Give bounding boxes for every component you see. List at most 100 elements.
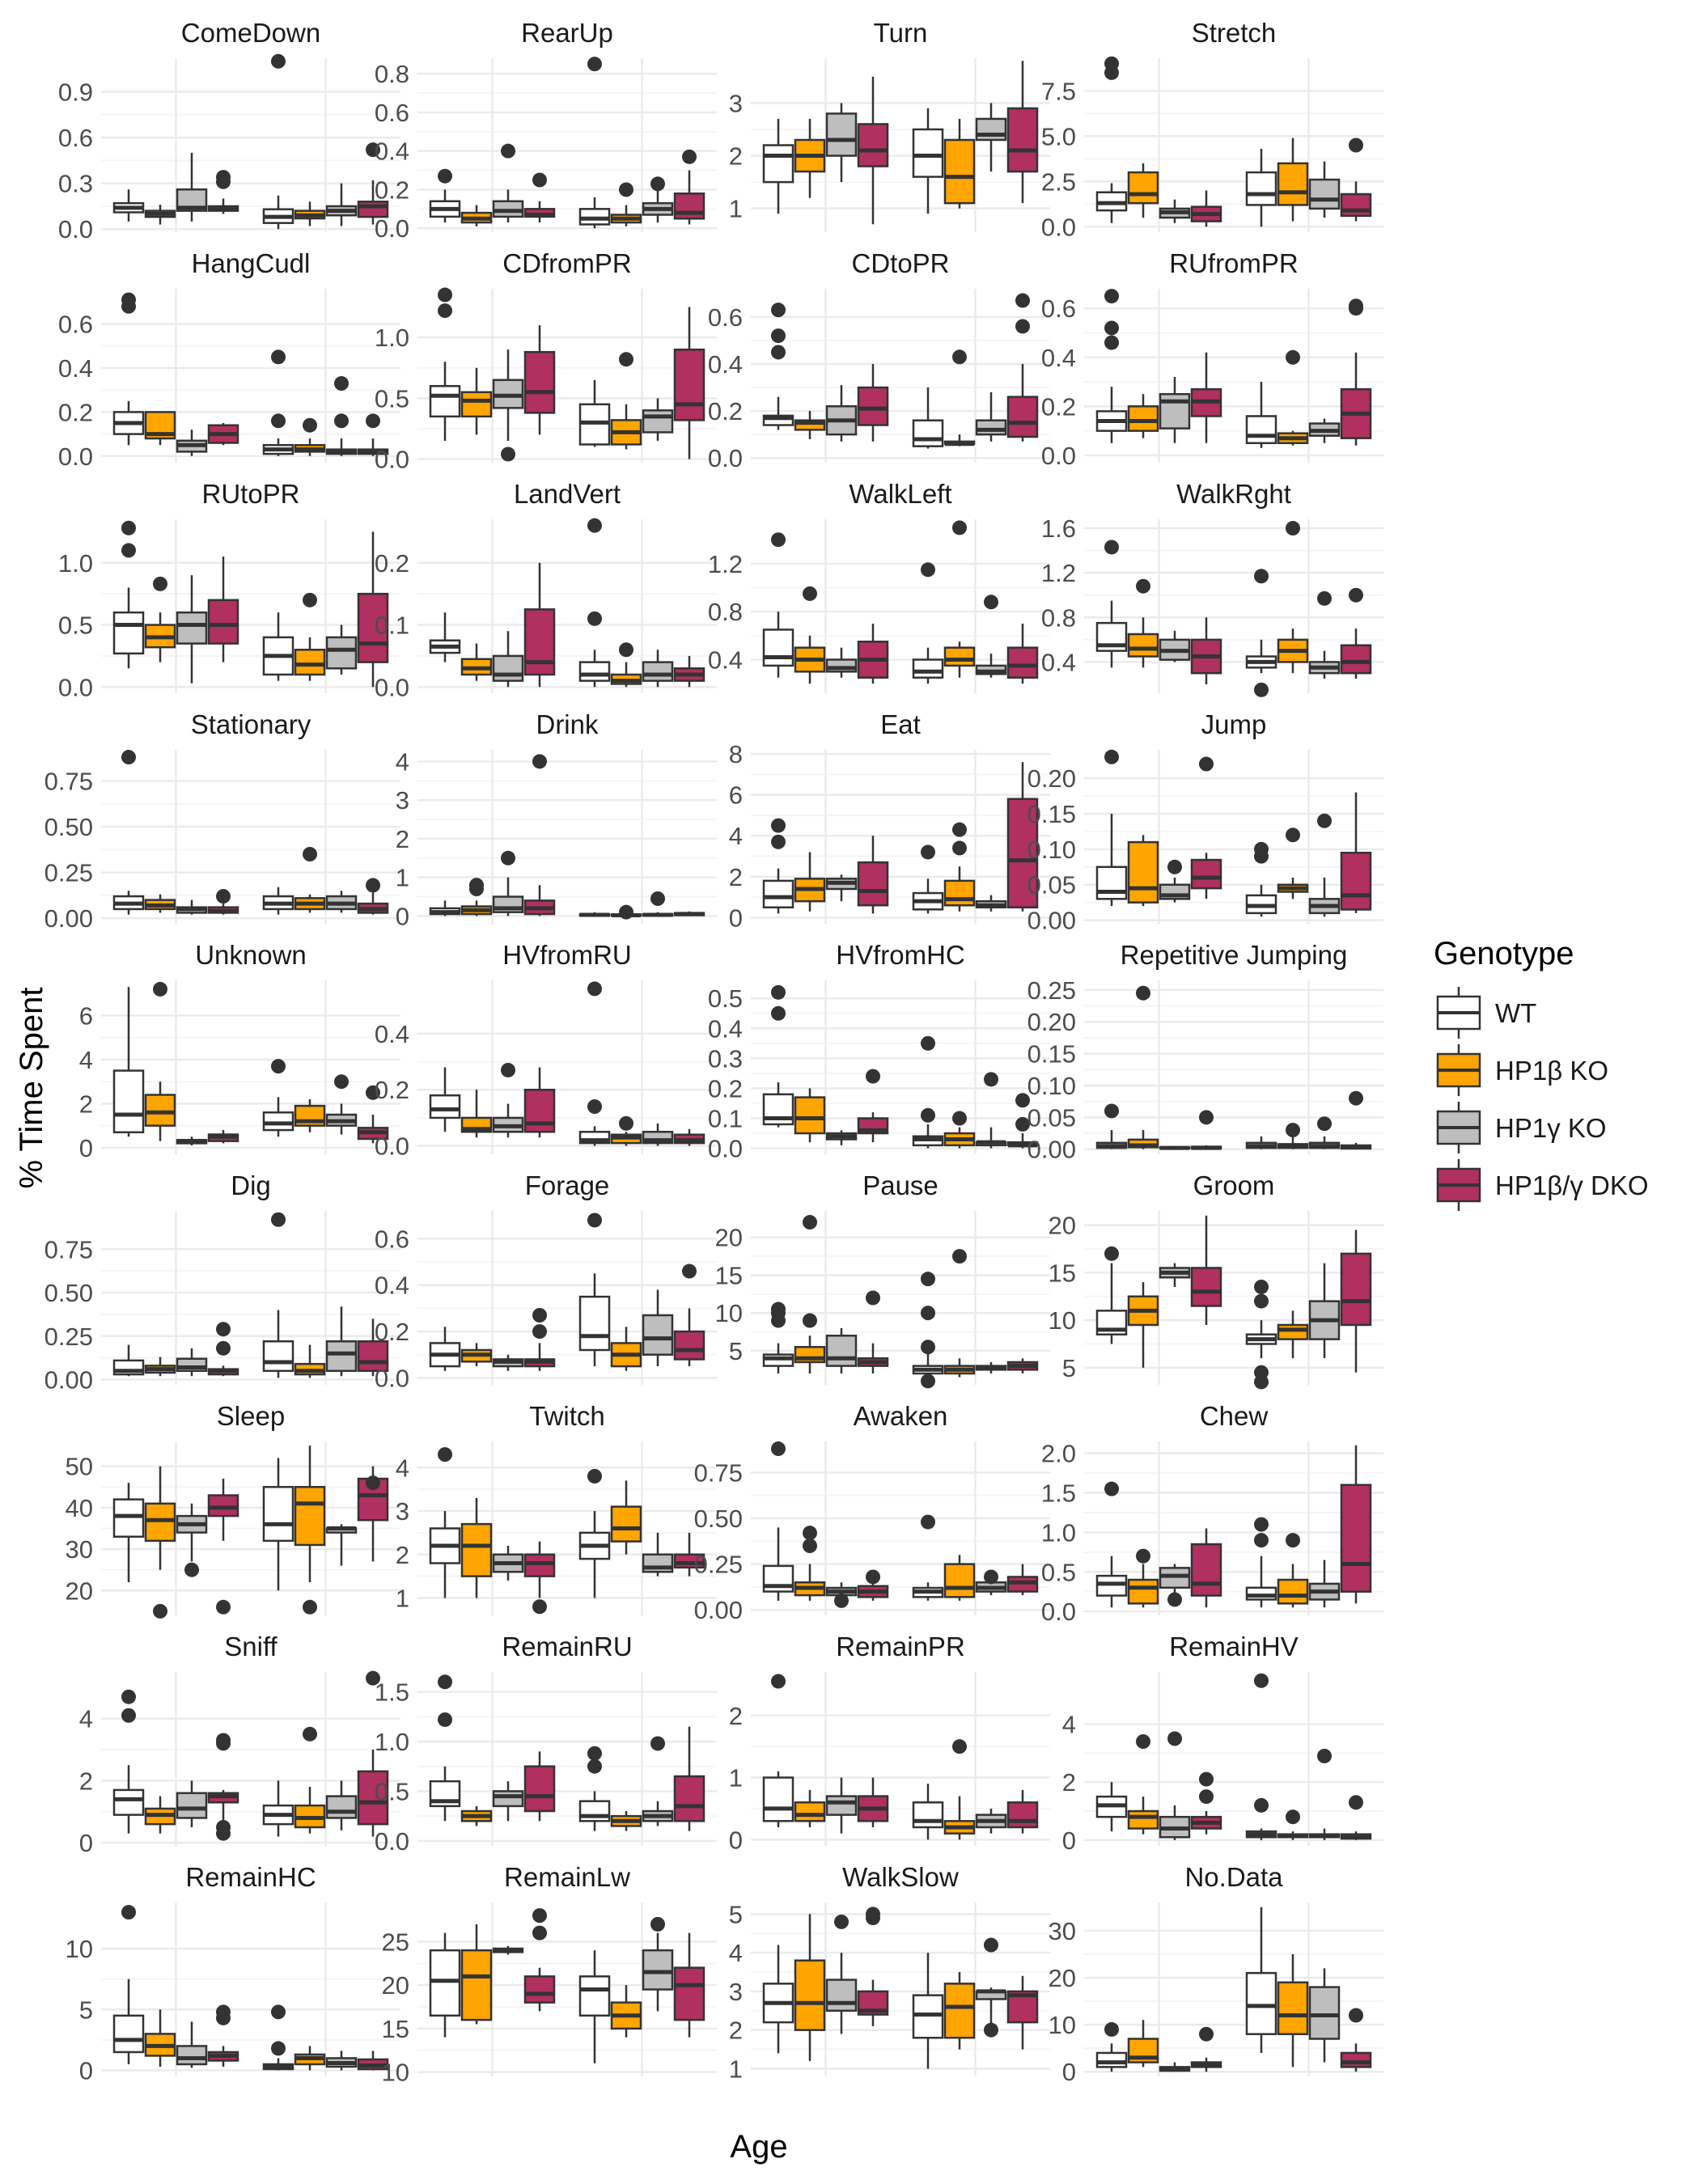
y-tick-label: 5.0 <box>1041 122 1076 150</box>
y-tick-label: 0.10 <box>1027 836 1076 864</box>
outlier-point <box>121 520 136 535</box>
outlier-point <box>619 904 633 920</box>
box-iqr <box>762 629 794 667</box>
box-hp1-ko-young <box>144 411 176 446</box>
box-wt-young <box>1095 1481 1128 1608</box>
outlier-point <box>834 1914 849 1929</box>
y-tick-label: 1.5 <box>1041 1479 1076 1508</box>
outlier-point <box>438 1447 452 1462</box>
outlier-point <box>984 1569 998 1585</box>
box-wt-aged <box>912 1035 944 1149</box>
panel-cdtopr: 0.0 0.2 0.4 0.6 CDtoPR <box>708 248 1050 472</box>
y-tick-label: 0.6 <box>1041 294 1076 323</box>
panel-pause: 5 10 15 20 Pause <box>715 1170 1050 1389</box>
box-hp1-ko-aged <box>642 650 674 688</box>
box-iqr <box>1190 1543 1222 1597</box>
box-hp1-ko-aged <box>975 1808 1007 1834</box>
outlier-point <box>216 1733 231 1748</box>
outlier-point <box>952 1739 967 1754</box>
box-iqr <box>1340 1484 1372 1593</box>
panel-title: RemainRU <box>502 1632 632 1661</box>
y-tick-label: 0.0 <box>375 673 409 701</box>
outlier-point <box>587 1759 602 1774</box>
box-wt-aged <box>1245 148 1277 227</box>
panel-cdfrompr: 0.0 0.5 1.0 CDfromPR <box>375 248 717 473</box>
y-tick-label: 0 <box>79 1134 93 1162</box>
box-hp1-ko-young <box>460 367 493 435</box>
box-hp1-ko-young <box>794 1088 826 1143</box>
y-tick-label: 0 <box>1062 2058 1076 2086</box>
box-hp1-dko-aged <box>1006 1564 1039 1596</box>
box-hp1-ko-aged <box>975 1072 1007 1149</box>
outlier-point <box>501 1062 515 1077</box>
box-hp1-ko-young <box>1127 835 1159 907</box>
box-iqr <box>578 1295 611 1352</box>
y-tick-label: 4 <box>729 822 743 850</box>
y-tick-label: 0.4 <box>708 1014 743 1043</box>
outlier-point <box>1317 1116 1332 1132</box>
box-hp1-dko-aged <box>1340 1445 1372 1604</box>
outlier-point <box>1254 1517 1269 1532</box>
y-tick-label: 4 <box>729 1939 743 1967</box>
y-tick-label: 1.0 <box>1041 1518 1076 1547</box>
panel-stretch: 0.0 2.5 5.0 7.5 Stretch <box>1041 18 1383 241</box>
panel-title: Groom <box>1193 1170 1275 1200</box>
box-hp1-ko-aged <box>610 1480 642 1555</box>
box-hp1-dko-young <box>207 889 239 915</box>
outlier-point <box>1254 1293 1269 1309</box>
box-iqr <box>912 128 944 178</box>
y-tick-label: 0 <box>79 1829 93 1857</box>
box-wt-aged <box>1245 1517 1277 1608</box>
box-hp1-ko-aged <box>294 1726 326 1834</box>
y-tick-label: 0.25 <box>44 1323 93 1351</box>
box-hp1-ko-young <box>492 1546 524 1581</box>
y-tick-label: 2 <box>79 1767 93 1795</box>
box-hp1-ko-young <box>1127 1282 1159 1368</box>
box-hp1-ko-young <box>1159 1145 1191 1150</box>
box-wt-young <box>762 1302 794 1373</box>
y-tick-label: 0.0 <box>58 673 93 701</box>
box-iqr <box>460 391 493 418</box>
box-wt-aged <box>1245 382 1277 448</box>
y-tick-label: 0.6 <box>375 1225 409 1253</box>
box-iqr <box>1245 415 1277 445</box>
box-wt-aged <box>578 1469 611 1598</box>
panel-no-data: 0 10 20 30 No.Data <box>1049 1862 1383 2086</box>
panel-title: Unknown <box>195 940 307 970</box>
box-wt-young <box>1095 1782 1128 1832</box>
panel-walkslow: 1 2 3 4 5 WalkSlow <box>729 1862 1050 2083</box>
box-wt-aged <box>1245 841 1277 917</box>
box-hp1-dko-aged <box>1340 2008 1372 2072</box>
box-hp1-dko-aged <box>673 149 705 225</box>
box-iqr <box>762 1776 794 1822</box>
outlier-point <box>1199 1110 1214 1125</box>
box-iqr <box>1245 171 1277 206</box>
box-hp1-ko-aged <box>610 642 642 688</box>
outlier-point <box>438 303 452 319</box>
box-hp1-dko-aged <box>357 1670 389 1837</box>
panel-forage: 0.0 0.2 0.4 0.6 Forage <box>375 1170 717 1392</box>
outlier-point <box>438 287 452 303</box>
outlier-point <box>1104 1103 1119 1119</box>
box-iqr <box>523 350 556 414</box>
box-hp1-ko-aged <box>610 1115 642 1146</box>
y-tick-label: 4 <box>396 1454 409 1482</box>
y-tick-label: 5 <box>1062 1354 1076 1382</box>
panel-title: RemainLw <box>504 1862 630 1892</box>
box-hp1-ko-aged <box>975 1569 1007 1596</box>
y-tick-label: 15 <box>1049 1259 1076 1287</box>
box-hp1-ko-young <box>794 1215 826 1373</box>
box-hp1-ko-young <box>825 103 858 183</box>
box-iqr <box>642 409 674 434</box>
box-wt-young <box>1095 1246 1128 1344</box>
box-hp1-ko-aged <box>294 592 326 681</box>
box-hp1-dko-young <box>523 562 556 688</box>
outlier-point <box>619 182 633 197</box>
y-tick-label: 0.0 <box>1041 1598 1076 1626</box>
box-hp1-dko-aged <box>1340 1795 1372 1840</box>
outlier-point <box>1104 540 1119 555</box>
outlier-point <box>1199 2026 1214 2042</box>
outlier-point <box>771 984 786 1000</box>
outlier-point <box>803 1313 817 1328</box>
box-hp1-ko-young <box>1127 578 1159 668</box>
